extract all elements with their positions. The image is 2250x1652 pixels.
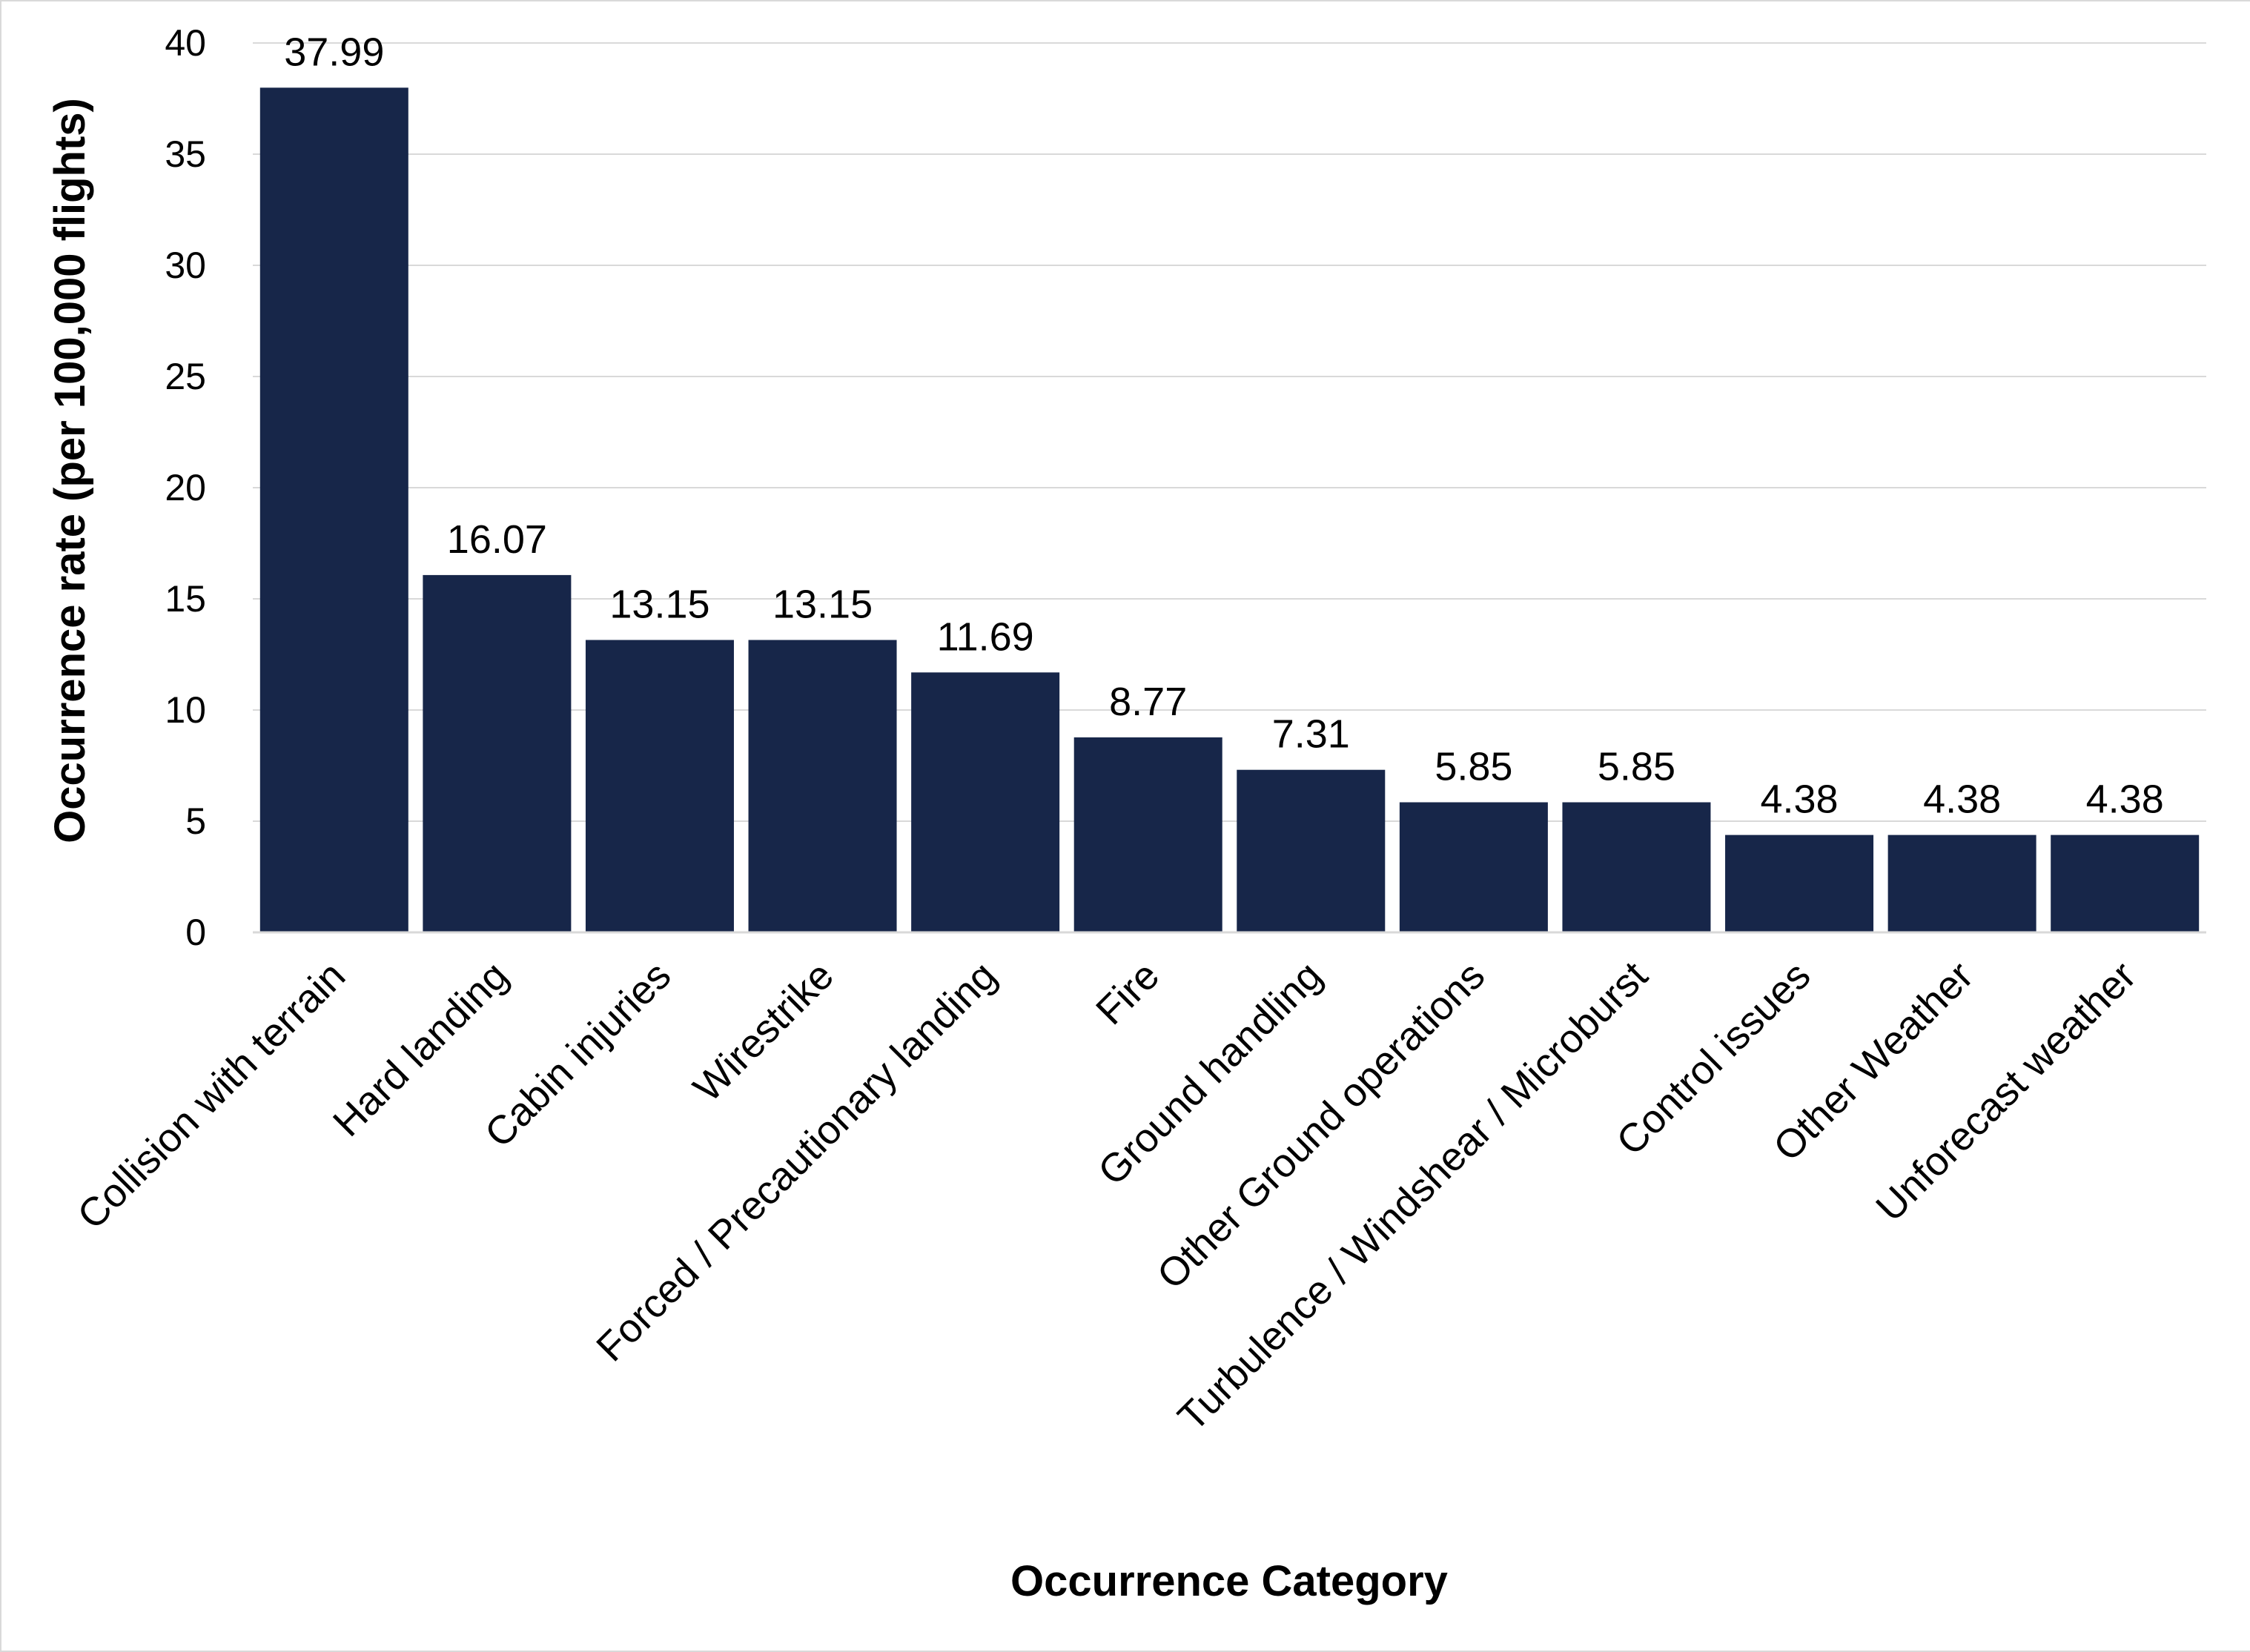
bar — [423, 574, 572, 932]
bar — [1887, 835, 2036, 932]
y-tick-label: 25 — [165, 356, 206, 397]
y-tick-label: 20 — [165, 467, 206, 508]
category-label: Wirestrike — [685, 953, 842, 1110]
y-tick-label: 0 — [185, 912, 206, 953]
data-label: 4.38 — [1760, 777, 1838, 822]
bar — [748, 640, 897, 932]
category-label: Other Ground operations — [1149, 953, 1494, 1298]
data-label: 8.77 — [1109, 680, 1187, 724]
data-label: 4.38 — [2086, 777, 2164, 822]
data-label: 11.69 — [937, 614, 1034, 659]
y-axis-title: Occurrence rate (per 100,000 flights) — [46, 98, 94, 843]
data-labels: 37.99 16.07 13.15 13.15 11.69 8.77 7.31 5.85 5.8… — [284, 30, 2164, 821]
data-label: 37.99 — [284, 30, 384, 74]
bar — [1237, 769, 1386, 932]
bar — [911, 672, 1060, 932]
bar — [585, 640, 734, 932]
bar — [259, 87, 408, 932]
data-label: 13.15 — [772, 583, 873, 627]
y-tick-label: 35 — [165, 133, 206, 175]
data-label: 5.85 — [1598, 745, 1675, 789]
gridlines — [253, 42, 2206, 822]
data-label: 16.07 — [447, 517, 547, 562]
bar — [1399, 802, 1548, 932]
data-label: 7.31 — [1272, 712, 1350, 757]
y-tick-label: 30 — [165, 245, 206, 286]
bar — [2051, 835, 2200, 932]
y-tick-label: 40 — [165, 22, 206, 64]
category-label: Collision with terrain — [69, 953, 354, 1238]
bar — [1073, 737, 1222, 932]
x-axis-title: Occurrence Category — [1010, 1557, 1448, 1605]
data-label: 13.15 — [609, 583, 709, 627]
data-label: 5.85 — [1435, 745, 1512, 789]
bar — [1562, 802, 1711, 932]
y-tick-label: 5 — [185, 800, 206, 842]
y-axis-ticks: 0 5 10 15 20 25 30 35 40 — [165, 22, 206, 953]
y-tick-label: 10 — [165, 689, 206, 731]
bar — [1725, 835, 1874, 932]
category-label: Fire — [1088, 953, 1168, 1033]
bars — [259, 87, 2200, 932]
y-tick-label: 15 — [165, 578, 206, 620]
data-label: 4.38 — [1923, 777, 2001, 822]
